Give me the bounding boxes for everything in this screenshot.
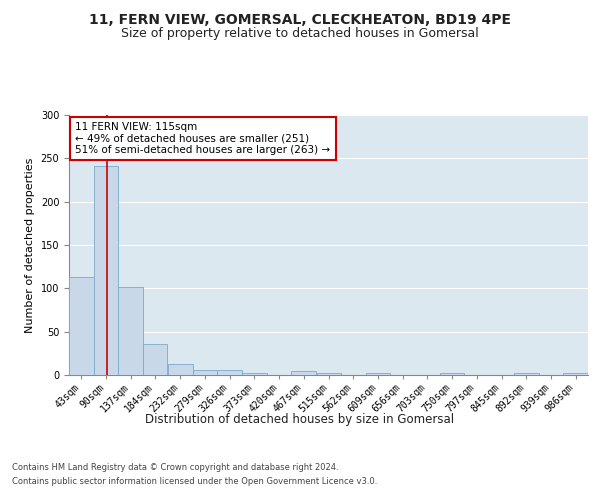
Bar [440, 374, 464, 375]
Bar [366, 374, 390, 375]
Bar [168, 364, 193, 375]
Text: Distribution of detached houses by size in Gomersal: Distribution of detached houses by size … [145, 412, 455, 426]
Bar [118, 288, 143, 375]
Bar [292, 370, 316, 375]
Bar [94, 166, 118, 375]
Bar [143, 344, 167, 375]
Text: 11 FERN VIEW: 115sqm
← 49% of detached houses are smaller (251)
51% of semi-deta: 11 FERN VIEW: 115sqm ← 49% of detached h… [75, 122, 331, 155]
Bar [69, 277, 94, 375]
Bar [193, 370, 217, 375]
Y-axis label: Number of detached properties: Number of detached properties [25, 158, 35, 332]
Bar [242, 374, 266, 375]
Bar [563, 374, 588, 375]
Bar [317, 374, 341, 375]
Text: Size of property relative to detached houses in Gomersal: Size of property relative to detached ho… [121, 28, 479, 40]
Bar [514, 374, 539, 375]
Text: Contains HM Land Registry data © Crown copyright and database right 2024.: Contains HM Land Registry data © Crown c… [12, 462, 338, 471]
Bar [217, 370, 242, 375]
Text: Contains public sector information licensed under the Open Government Licence v3: Contains public sector information licen… [12, 478, 377, 486]
Text: 11, FERN VIEW, GOMERSAL, CLECKHEATON, BD19 4PE: 11, FERN VIEW, GOMERSAL, CLECKHEATON, BD… [89, 12, 511, 26]
